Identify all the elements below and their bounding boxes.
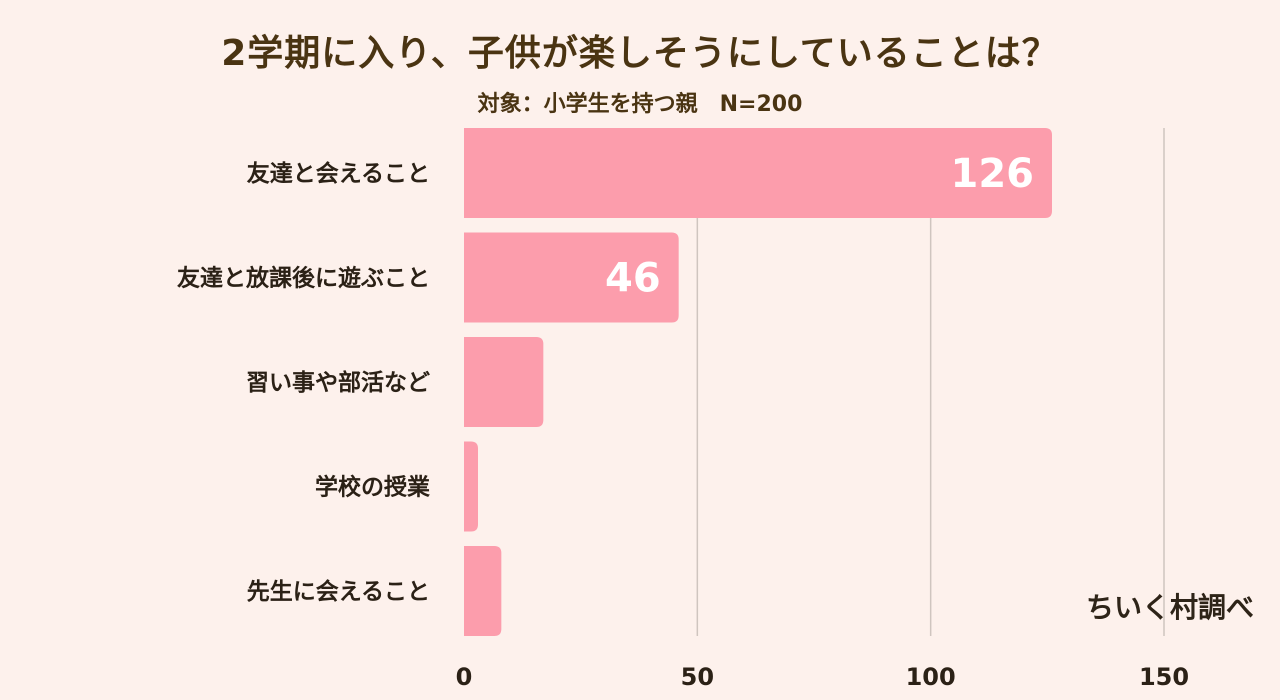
- x-tick-label: 100: [906, 663, 956, 691]
- category-label: 習い事や部活など: [246, 369, 430, 396]
- x-tick-label: 0: [456, 663, 473, 691]
- x-tick-label: 50: [681, 663, 714, 691]
- category-label: 友達と放課後に遊ぶこと: [177, 265, 430, 292]
- source-credit: ちいく村調べ: [1085, 591, 1254, 624]
- chart-title: 2学期に入り、子供が楽しそうにしていることは？: [221, 33, 1059, 74]
- bar: [464, 441, 478, 532]
- bar-row: 学校の授業: [315, 441, 478, 532]
- category-label: 友達と会えること: [247, 160, 430, 187]
- category-label: 先生に会えること: [247, 578, 430, 605]
- value-label: 46: [605, 256, 661, 302]
- value-label: 126: [951, 151, 1035, 197]
- bar: [464, 232, 679, 323]
- category-label: 学校の授業: [315, 474, 431, 501]
- bar-row: 友達と会えること 126: [247, 128, 1052, 218]
- bar: [464, 128, 1052, 218]
- bar-row: 先生に会えること: [247, 546, 502, 636]
- chart-subtitle: 対象：小学生を持つ親 N=200: [477, 92, 803, 117]
- bar-row: 友達と放課後に遊ぶこと 46: [177, 232, 679, 323]
- bar: [464, 546, 502, 636]
- x-tick-label: 150: [1139, 663, 1189, 691]
- bar: [464, 337, 544, 427]
- bar-row: 習い事や部活など: [246, 337, 544, 427]
